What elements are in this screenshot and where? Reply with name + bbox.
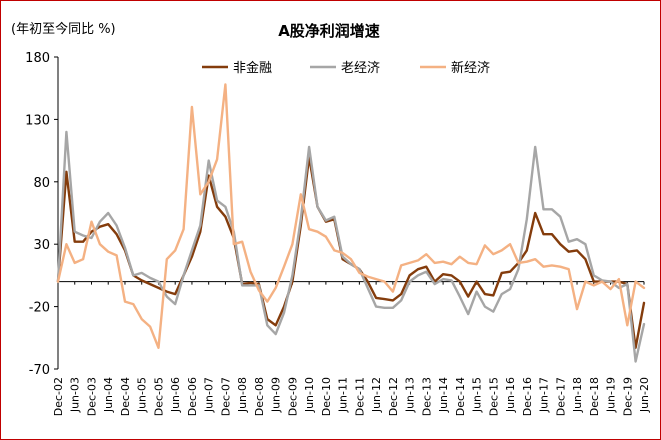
x-tick-label: Dec-05: [152, 377, 165, 416]
x-tick-label: Dec-13: [420, 377, 433, 416]
y-tick-label: 80: [33, 176, 50, 191]
chart-title: A股净利润增速: [278, 22, 380, 40]
x-tick-label: Dec-06: [186, 377, 199, 416]
x-tick-label: Dec-07: [219, 377, 232, 416]
x-tick-label: Dec-09: [286, 377, 299, 416]
y-tick-label: 30: [33, 238, 50, 253]
x-tick-label: Dec-15: [487, 377, 500, 416]
x-tick-label: Jun-14: [437, 377, 450, 413]
x-tick-label: Dec-19: [621, 377, 634, 416]
x-tick-label: Jun-12: [370, 377, 383, 413]
x-tick-label: Dec-14: [454, 377, 467, 416]
series-line-1: [56, 155, 646, 349]
x-tick-label: Dec-11: [353, 377, 366, 416]
x-tick-label: Jun-18: [571, 377, 584, 413]
y-tick-label: -20: [29, 301, 50, 316]
y-tick-label: -70: [29, 363, 50, 378]
x-tick-label: Jun-05: [136, 377, 149, 413]
x-tick-label: Jun-17: [538, 377, 551, 413]
x-tick-label: Jun-20: [638, 377, 651, 413]
plot-area: -70 -20 30 80 130 180 Dec-02 Jun-03 Dec-03 Jun-04…: [25, 51, 651, 416]
x-tick-label: Jun-09: [270, 377, 283, 413]
x-tick-label: Jun-04: [102, 377, 115, 413]
y-tick-label: 130: [25, 113, 50, 128]
x-tick-label: Dec-16: [521, 377, 534, 416]
legend: 非金融 老经济 新经济: [202, 60, 490, 76]
x-tick-label: Dec-12: [387, 377, 400, 416]
x-tick-label: Jun-10: [303, 377, 316, 413]
legend-label: 新经济: [451, 60, 490, 76]
x-tick-label: Dec-08: [253, 377, 266, 416]
x-tick-label: Jun-13: [404, 377, 417, 413]
x-tick-label: Jun-07: [203, 377, 216, 413]
x-tick-label: Dec-04: [119, 377, 132, 416]
x-tick-label: Jun-15: [471, 377, 484, 413]
legend-label: 非金融: [233, 60, 272, 76]
x-tick-label: Dec-02: [52, 377, 65, 416]
x-tick-label: Dec-03: [85, 377, 98, 416]
legend-label: 老经济: [341, 61, 380, 76]
x-tick-label: Dec-10: [320, 377, 333, 416]
x-tick-label: Jun-16: [504, 377, 517, 413]
y-axis-label: (年初至今同比 %): [11, 21, 116, 37]
x-tick-label: Jun-11: [337, 377, 350, 413]
y-tick-label: 180: [25, 51, 50, 66]
x-tick-label: Dec-17: [554, 377, 567, 416]
series-line-2: [56, 130, 646, 363]
x-tick-label: Jun-06: [169, 377, 182, 413]
x-tick-label: Jun-08: [236, 377, 249, 413]
series-line-3: [56, 83, 646, 349]
x-tick-label: Jun-19: [605, 377, 618, 413]
x-tick-label: Jun-03: [69, 377, 82, 413]
x-tick-label: Dec-18: [588, 377, 601, 416]
